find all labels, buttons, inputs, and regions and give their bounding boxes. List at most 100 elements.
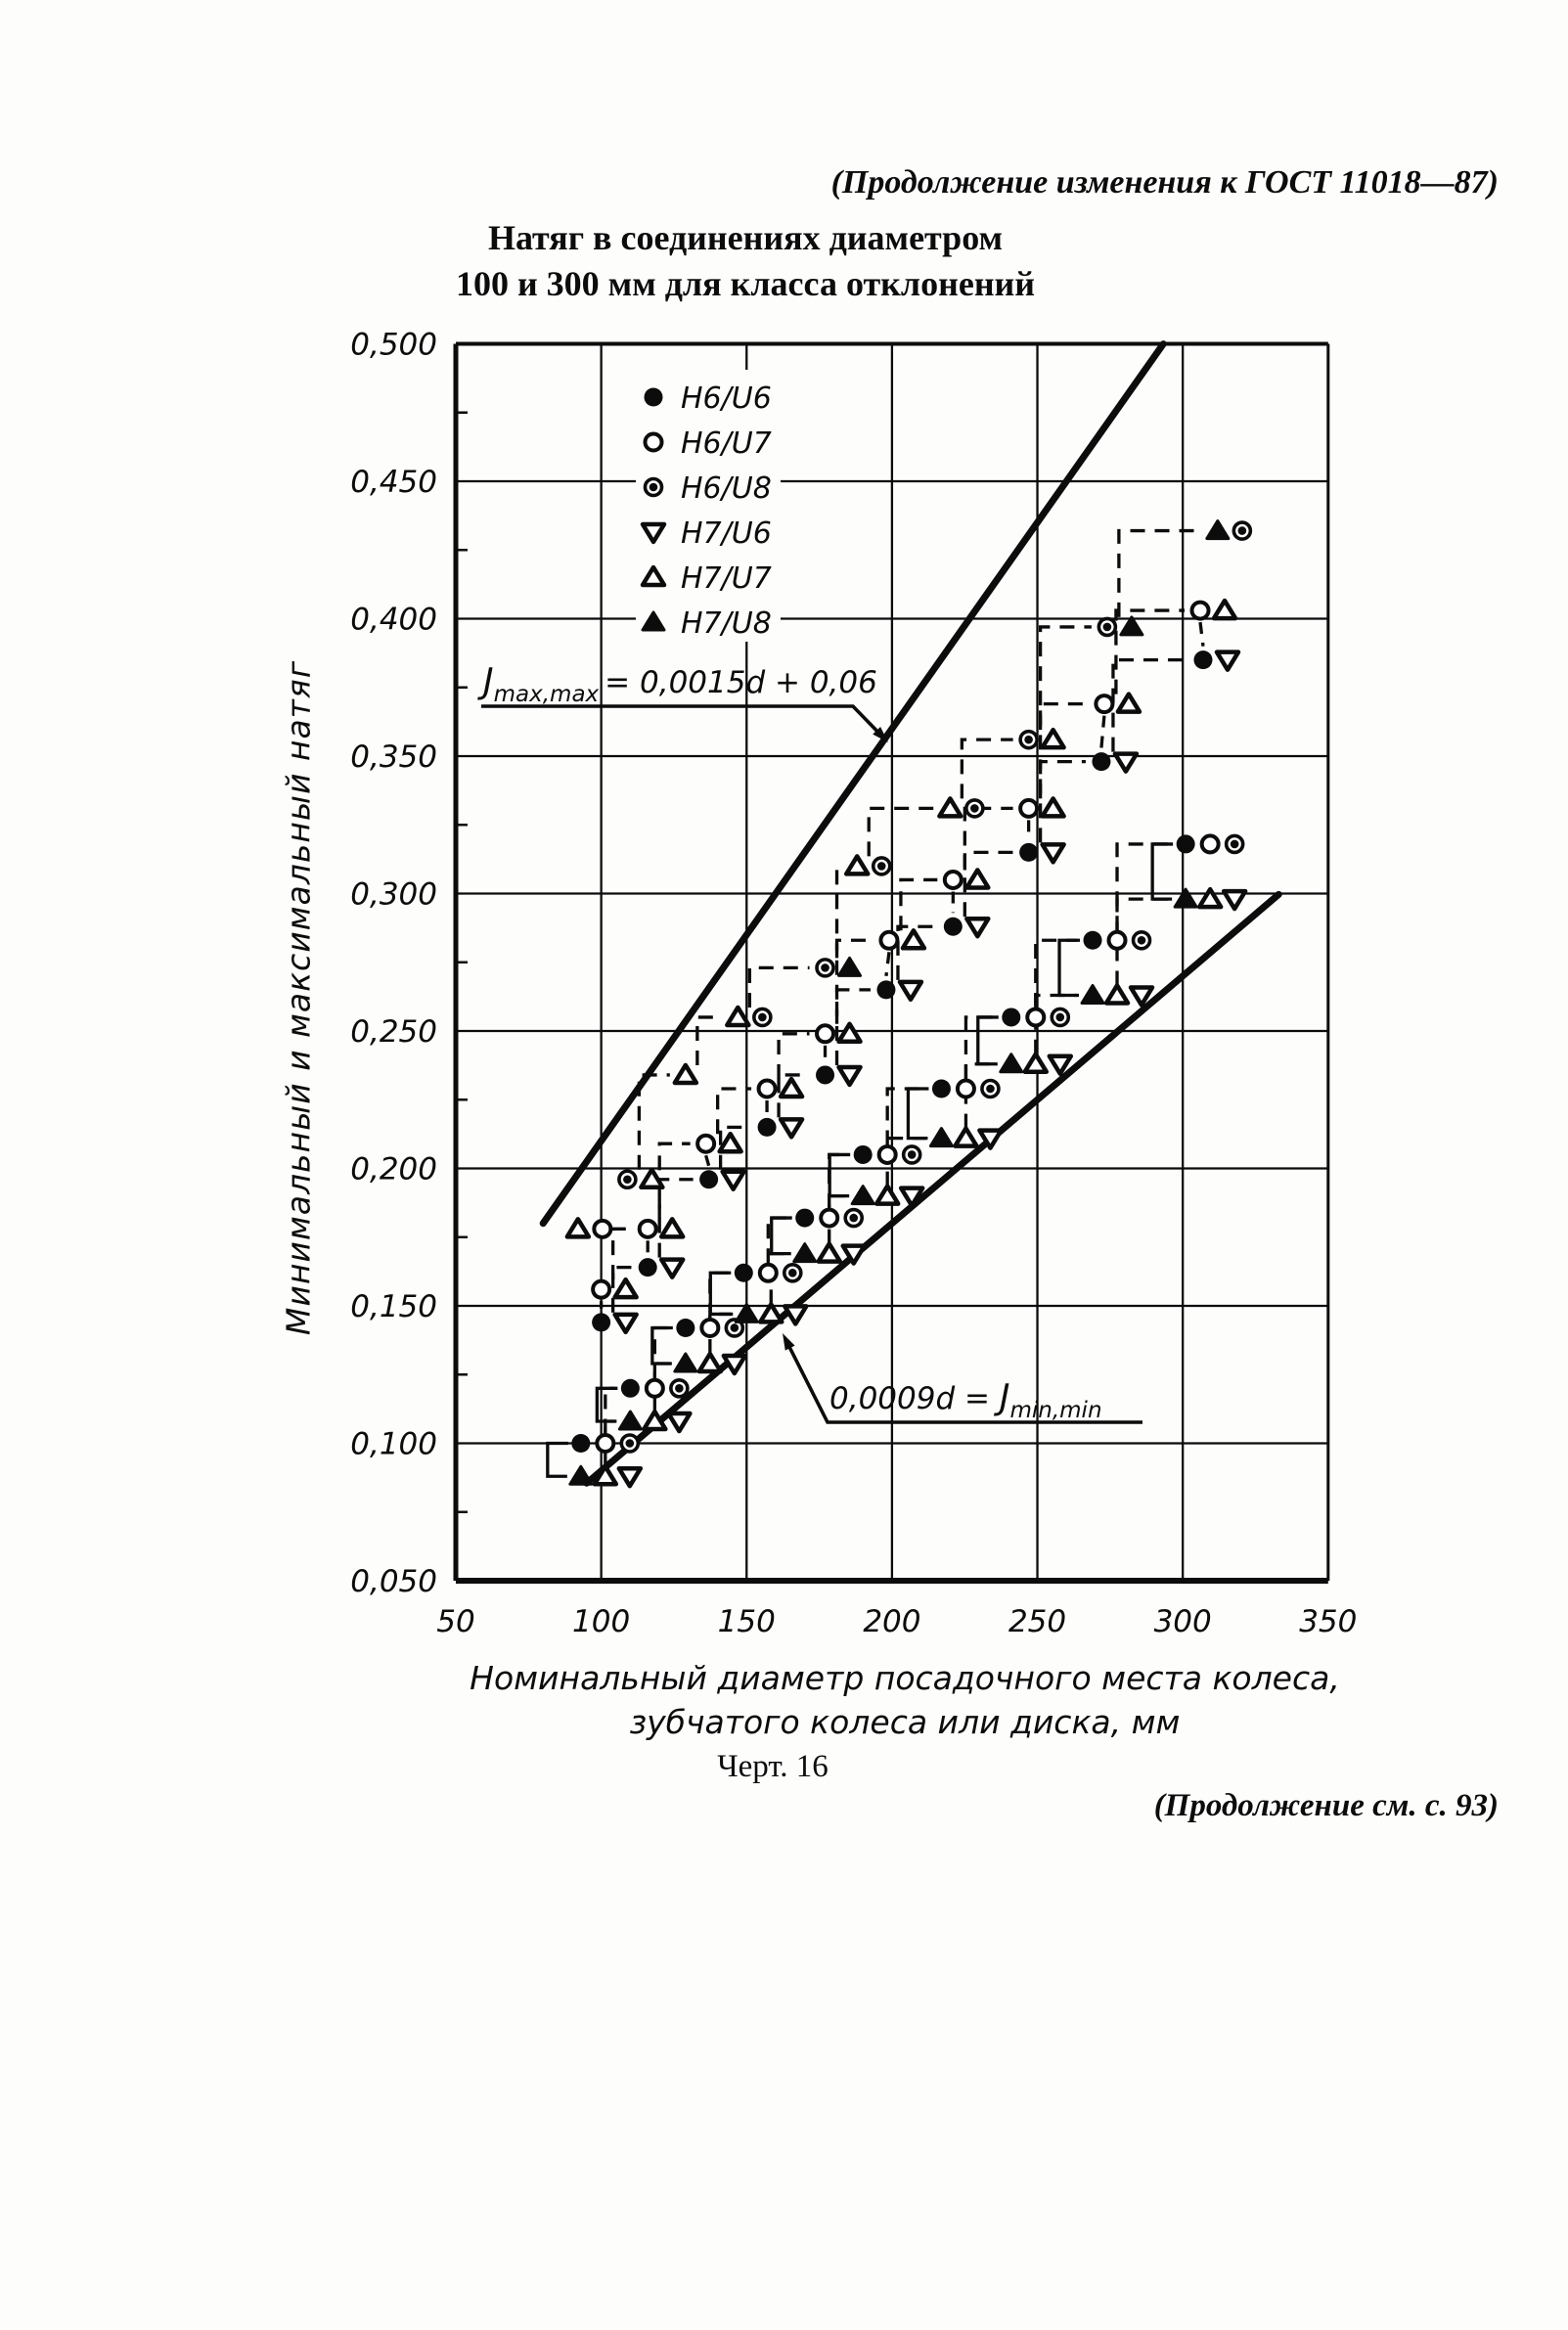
cluster-h7-min-d269-m0 — [1080, 983, 1105, 1005]
bracket-min-2 — [650, 1325, 673, 1366]
cluster-u7-max-d306-m0 — [1189, 600, 1211, 621]
cluster-u7-max-d221-m1-shape — [964, 868, 991, 890]
connector-u8-max-2 — [747, 965, 810, 1008]
cluster-loose-d92-m1 — [592, 1218, 613, 1239]
connector-u7-max-3 — [777, 1032, 810, 1080]
cluster-h7-min-d93-m2 — [616, 1465, 644, 1489]
cluster-u7-max-d136-m0-shape — [695, 1133, 717, 1154]
cluster-u6-max-d177-m0-shape — [816, 1065, 835, 1085]
y-tick-label-0,300: 0,300 — [350, 877, 437, 913]
cluster-h6-min-d129-m0 — [676, 1318, 695, 1337]
cluster-h7-min-d150-m0-shape — [734, 1302, 759, 1323]
cluster-h6-min-d241-m1-shape — [1025, 1007, 1047, 1028]
cluster-u7-max-d100-m0-shape — [591, 1278, 612, 1300]
cluster-h6-min-d170-m1 — [819, 1207, 840, 1229]
cluster-h6-min-d301-m1 — [1199, 833, 1221, 855]
cluster-u6-max-d137-m0-shape — [699, 1170, 719, 1189]
cluster-h6-min-d129-m1 — [699, 1317, 721, 1338]
cluster-u8-max-d247-m1 — [1040, 727, 1066, 750]
x-tick-label-100: 100 — [572, 1604, 630, 1639]
cluster-h7-min-d241-m1 — [1022, 1052, 1050, 1074]
cluster-u8-max-d147-m1-shape — [758, 1012, 767, 1022]
cluster-h7-min-d93-m0-shape — [568, 1464, 594, 1486]
cluster-h7-min-d301-m2 — [1221, 888, 1248, 912]
bracket-min-5 — [828, 1152, 851, 1198]
cluster-h7-min-d150-m2 — [783, 1304, 809, 1326]
continuation-note: (Продолжение см. с. 93) — [1153, 1788, 1499, 1823]
cluster-h7-min-d241-m1-shape — [1022, 1052, 1050, 1074]
x-tick-label-250: 250 — [1008, 1604, 1066, 1639]
y-tick-label-0,100: 0,100 — [350, 1427, 437, 1462]
cluster-u8-max-d247-m0 — [1018, 729, 1039, 750]
cluster-u8-max-d312-m1-shape — [1237, 526, 1247, 535]
cluster-u6-max-d116-m1 — [658, 1257, 686, 1279]
cluster-h7-min-d129-m0 — [673, 1352, 698, 1373]
cluster-h7-min-d110-m1-shape — [642, 1409, 668, 1432]
cluster-h6-min-d269-m0-shape — [1083, 930, 1102, 950]
cluster-u7-max-d247-m0 — [1018, 797, 1040, 819]
cluster-u7-max-d100-m0 — [591, 1278, 612, 1300]
cluster-h6-min-d190-m0-shape — [853, 1144, 873, 1164]
connector-u6-max-4 — [834, 988, 871, 1065]
cluster-h6-min-d110-m0 — [620, 1378, 640, 1398]
legend-marker-triangle-up-open — [640, 564, 667, 588]
cluster-h7-min-d150-m1 — [758, 1302, 784, 1324]
cluster-h6-min-d170-m0-shape — [795, 1208, 815, 1228]
cluster-h6-min-d241-m2-shape — [1055, 1012, 1065, 1022]
bracket-min-0 — [546, 1441, 568, 1478]
pairlink-2 — [704, 1154, 711, 1167]
cluster-h7-min-d301-m0-shape — [1173, 887, 1198, 909]
cluster-u7-max-d273-m0 — [1094, 694, 1115, 715]
connector-u7-max-0 — [610, 1227, 633, 1280]
cluster-u6-max-d100-m1-shape — [612, 1312, 639, 1335]
cluster-u8-max-d109-m0-shape — [623, 1175, 632, 1185]
formula-jmax-arrow — [873, 726, 888, 742]
y-tick-label-0,500: 0,500 — [350, 328, 437, 363]
cluster-u6-max-d272-m1-shape — [1112, 751, 1140, 774]
cluster-h7-min-d269-m0-shape — [1080, 983, 1105, 1005]
cluster-u6-max-d137-m1-shape — [720, 1169, 746, 1191]
connector-h6-min-6 — [963, 1015, 996, 1080]
legend-label-H7-U6: H7/U6 — [681, 516, 772, 551]
cluster-h6-min-d217-m0 — [931, 1079, 951, 1098]
cluster-u6-max-d100-m0-shape — [592, 1313, 611, 1332]
y-tick-label-0,350: 0,350 — [350, 739, 437, 775]
cluster-u6-max-d221-m1 — [964, 916, 991, 939]
y-tick-label-0,150: 0,150 — [350, 1289, 437, 1324]
cluster-u8-max-d274-m0-shape — [1102, 622, 1112, 632]
cluster-u8-max-d147-m1 — [752, 1007, 773, 1028]
cluster-u7-max-d247-m1 — [1040, 796, 1066, 819]
y-tick-label-0,450: 0,450 — [350, 465, 437, 500]
x-axis-label-line1: Номинальный диаметр посадочного места ко… — [470, 1659, 1340, 1697]
cluster-h6-min-d301-m2-shape — [1230, 839, 1239, 849]
connector-u6-max-8 — [1111, 658, 1187, 752]
cluster-h7-min-d217-m1 — [953, 1126, 979, 1148]
cluster-u7-max-d157-m1 — [778, 1076, 805, 1099]
cluster-h6-min-d170-m2 — [843, 1207, 865, 1229]
connector-h6-min-2 — [708, 1271, 729, 1319]
cluster-h6-min-d269-m1-shape — [1106, 929, 1128, 951]
cluster-h6-min-d110-m0-shape — [620, 1378, 640, 1398]
cluster-u6-max-d177-m1 — [836, 1064, 863, 1088]
cluster-u8-max-d177-m0 — [815, 958, 835, 978]
connector-u7-max-8 — [1114, 608, 1185, 695]
cluster-h7-min-d150-m1-shape — [758, 1302, 784, 1324]
cluster-h7-min-d190-m0 — [850, 1185, 875, 1206]
connector-u7-max-5 — [899, 877, 938, 931]
x-tick-label-200: 200 — [863, 1604, 920, 1639]
cluster-h6-min-d190-m1-shape — [876, 1143, 898, 1165]
legend-marker-circle-dotted-shape — [649, 482, 658, 492]
legend-marker-circle-dotted — [643, 476, 664, 498]
x-tick-label-50: 50 — [436, 1604, 474, 1639]
cluster-u8-max-d220-m1 — [964, 798, 985, 819]
connector-h6-min-1 — [652, 1325, 670, 1379]
cluster-u7-max-d116-m0-shape — [637, 1218, 658, 1239]
cluster-h7-min-d269-m1-shape — [1103, 983, 1131, 1006]
x-tick-label-150: 150 — [718, 1604, 776, 1639]
ref-line-jmax — [539, 340, 1167, 1228]
cluster-h7-min-d190-m2 — [898, 1186, 925, 1208]
cluster-h7-min-d241-m2 — [1047, 1053, 1074, 1076]
cluster-u6-max-d307-m0 — [1193, 650, 1213, 670]
cluster-u8-max-d177-m0-shape — [821, 963, 829, 972]
